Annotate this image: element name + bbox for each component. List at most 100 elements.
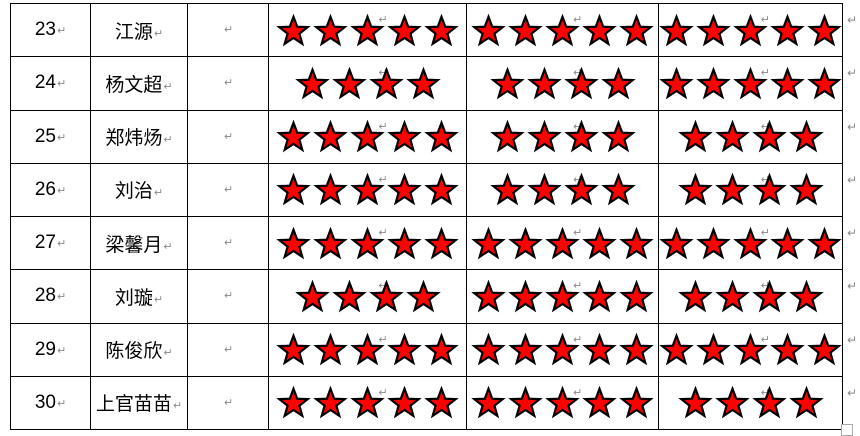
star-icon[interactable] <box>696 333 731 366</box>
star-icon[interactable] <box>424 333 459 366</box>
star-icon[interactable] <box>387 13 422 47</box>
star-icon[interactable] <box>489 120 525 153</box>
star-icon[interactable] <box>387 333 422 366</box>
star-icon[interactable] <box>350 13 385 47</box>
star-icon[interactable] <box>313 333 348 366</box>
blank-cell[interactable]: ↵ <box>187 269 269 324</box>
star-icon[interactable] <box>489 66 525 100</box>
star-icon[interactable] <box>424 173 459 206</box>
rating-cell[interactable]: ↵ <box>268 162 467 218</box>
star-icon[interactable] <box>387 120 422 153</box>
row-number-cell[interactable]: 25↵ <box>10 109 91 164</box>
row-number-cell[interactable]: 30↵ <box>10 375 91 431</box>
star-icon[interactable] <box>331 66 367 100</box>
star-icon[interactable] <box>696 226 731 260</box>
rating-cell[interactable]: ↵ <box>658 322 843 377</box>
rating-cell[interactable]: ↵ <box>658 375 843 431</box>
star-icon[interactable] <box>659 333 695 366</box>
star-icon[interactable] <box>526 173 562 206</box>
star-icon[interactable] <box>489 173 525 206</box>
star-icon[interactable] <box>696 13 731 47</box>
star-icon[interactable] <box>807 66 842 100</box>
star-icon[interactable] <box>714 386 750 419</box>
star-icon[interactable] <box>350 173 385 206</box>
star-icon[interactable] <box>751 386 787 419</box>
rating-cell[interactable]: ↵ <box>466 2 659 58</box>
star-icon[interactable] <box>424 120 459 153</box>
star-icon[interactable] <box>313 120 348 153</box>
star-icon[interactable] <box>405 66 441 100</box>
rating-cell[interactable]: ↵ <box>466 109 659 164</box>
star-icon[interactable] <box>405 279 441 313</box>
blank-cell[interactable]: ↵ <box>187 56 269 111</box>
rating-cell[interactable]: ↵ <box>466 375 659 431</box>
star-icon[interactable] <box>368 279 404 313</box>
row-number-cell[interactable]: 26↵ <box>10 162 91 218</box>
row-number-cell[interactable]: 23↵ <box>10 2 91 58</box>
star-icon[interactable] <box>714 120 750 153</box>
star-icon[interactable] <box>294 66 330 100</box>
student-name-cell[interactable]: 上官苗苗↵ <box>90 375 188 431</box>
star-icon[interactable] <box>582 279 617 313</box>
star-icon[interactable] <box>696 66 731 100</box>
rating-cell[interactable]: ↵ <box>268 2 467 58</box>
star-icon[interactable] <box>508 333 543 366</box>
star-icon[interactable] <box>276 13 311 47</box>
star-icon[interactable] <box>751 120 787 153</box>
star-icon[interactable] <box>276 120 311 153</box>
star-icon[interactable] <box>788 386 824 419</box>
star-icon[interactable] <box>545 386 580 419</box>
star-icon[interactable] <box>751 279 787 313</box>
student-name-cell[interactable]: 杨文超↵ <box>90 56 188 111</box>
star-icon[interactable] <box>276 226 311 260</box>
student-name-cell[interactable]: 郑炜炀↵ <box>90 109 188 164</box>
star-icon[interactable] <box>677 386 713 419</box>
star-icon[interactable] <box>545 333 580 366</box>
star-icon[interactable] <box>733 13 768 47</box>
rating-cell[interactable]: ↵ <box>268 375 467 431</box>
star-icon[interactable] <box>659 226 695 260</box>
rating-cell[interactable]: ↵ <box>268 269 467 324</box>
star-icon[interactable] <box>619 226 654 260</box>
table-resize-handle[interactable] <box>841 424 853 436</box>
rating-cell[interactable]: ↵ <box>268 56 467 111</box>
star-icon[interactable] <box>582 226 617 260</box>
star-icon[interactable] <box>770 226 805 260</box>
star-icon[interactable] <box>508 386 543 419</box>
blank-cell[interactable]: ↵ <box>187 375 269 431</box>
star-icon[interactable] <box>276 333 311 366</box>
star-icon[interactable] <box>368 66 404 100</box>
star-icon[interactable] <box>788 279 824 313</box>
star-icon[interactable] <box>582 13 617 47</box>
star-icon[interactable] <box>714 173 750 206</box>
star-icon[interactable] <box>807 13 842 47</box>
star-icon[interactable] <box>424 13 459 47</box>
star-icon[interactable] <box>770 13 805 47</box>
rating-cell[interactable]: ↵ <box>658 162 843 218</box>
star-icon[interactable] <box>677 279 713 313</box>
star-icon[interactable] <box>471 279 506 313</box>
star-icon[interactable] <box>471 333 506 366</box>
star-icon[interactable] <box>545 226 580 260</box>
star-icon[interactable] <box>508 279 543 313</box>
rating-cell[interactable]: ↵ <box>658 215 843 271</box>
star-icon[interactable] <box>387 226 422 260</box>
star-icon[interactable] <box>659 13 695 47</box>
star-icon[interactable] <box>350 333 385 366</box>
rating-cell[interactable]: ↵ <box>466 162 659 218</box>
rating-cell[interactable]: ↵ <box>466 215 659 271</box>
star-icon[interactable] <box>770 66 805 100</box>
star-icon[interactable] <box>659 66 695 100</box>
star-icon[interactable] <box>313 226 348 260</box>
star-icon[interactable] <box>424 226 459 260</box>
rating-cell[interactable]: ↵ <box>658 2 843 58</box>
blank-cell[interactable]: ↵ <box>187 2 269 58</box>
star-icon[interactable] <box>350 120 385 153</box>
row-number-cell[interactable]: 27↵ <box>10 215 91 271</box>
star-icon[interactable] <box>471 13 506 47</box>
student-name-cell[interactable]: 江源↵ <box>90 2 188 58</box>
star-icon[interactable] <box>313 386 348 419</box>
star-icon[interactable] <box>582 386 617 419</box>
star-icon[interactable] <box>677 120 713 153</box>
star-icon[interactable] <box>770 333 805 366</box>
